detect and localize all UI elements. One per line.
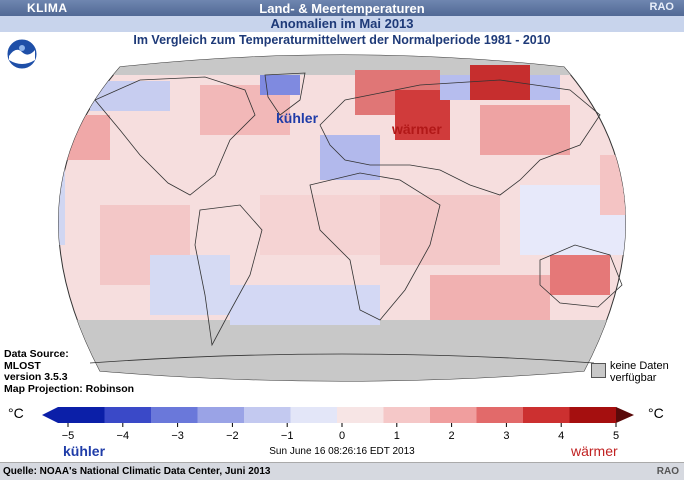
colorbar: −5 −4 −3 −2 −1 0 1 2 3 4 5 bbox=[40, 405, 640, 455]
south-america-outline bbox=[194, 204, 263, 347]
no-data-label: keine Daten verfügbar bbox=[610, 360, 669, 384]
colorbar-arrow-left bbox=[42, 407, 58, 423]
colorbar-segment bbox=[430, 407, 477, 423]
colorbar-tick-label: 0 bbox=[339, 430, 345, 442]
info-line: MLOST bbox=[4, 359, 41, 372]
australia-outline bbox=[539, 244, 623, 308]
colorbar-tick-label: −4 bbox=[117, 430, 130, 442]
colorbar-tick-label: 5 bbox=[613, 430, 619, 442]
colorbar-segment bbox=[383, 407, 431, 423]
colorbar-segment bbox=[523, 407, 570, 423]
info-line: Map Projection: Robinson bbox=[4, 382, 135, 395]
footer-rao: RAO bbox=[656, 466, 679, 477]
greenland-outline bbox=[264, 72, 306, 116]
top-bar: KLIMA Land- & Meertemperaturen RAO bbox=[0, 0, 684, 17]
colorbar-segment bbox=[104, 407, 152, 423]
colorbar-tick-label: 4 bbox=[558, 430, 564, 442]
comparison-caption: Im Vergleich zum Temperaturmittelwert de… bbox=[133, 33, 551, 47]
colorbar-segment bbox=[337, 407, 384, 423]
antarctica-outline bbox=[89, 353, 595, 364]
colorbar-tick-label: −3 bbox=[171, 430, 184, 442]
colorbar-tick-label: −1 bbox=[281, 430, 294, 442]
colorbar-tick-label: 2 bbox=[449, 430, 455, 442]
colorbar-tick-label: 3 bbox=[503, 430, 509, 442]
colorbar-segment bbox=[151, 407, 198, 423]
unit-right: °C bbox=[648, 405, 664, 421]
timestamp: Sun June 16 08:26:16 EDT 2013 bbox=[269, 446, 415, 457]
map-label-warmer: wärmer bbox=[392, 121, 442, 137]
colorbar-segment bbox=[58, 407, 105, 423]
unit-left: °C bbox=[8, 405, 24, 421]
eurasia-outline bbox=[319, 79, 601, 196]
rao-logo-text: RAO bbox=[649, 1, 674, 13]
colorbar-tick-label: −5 bbox=[62, 430, 75, 442]
info-line: Data Source: bbox=[4, 348, 69, 360]
colorbar-segment bbox=[290, 407, 338, 423]
no-data-swatch bbox=[591, 363, 606, 378]
colorbar-tick-label: 1 bbox=[394, 430, 400, 442]
north-america-outline bbox=[94, 76, 256, 196]
colorbar-warmer: wärmer bbox=[571, 443, 618, 459]
noaa-logo bbox=[6, 38, 38, 70]
data-source-info: Data Source: MLOST version 3.5.3 Map Pro… bbox=[4, 348, 135, 395]
brand-label: KLIMA bbox=[27, 1, 68, 15]
antarctic-nodata bbox=[58, 320, 626, 381]
colorbar-arrow-right bbox=[616, 407, 634, 423]
source-credit: Quelle: NOAA's National Climatic Data Ce… bbox=[3, 466, 271, 477]
colorbar-segment bbox=[197, 407, 245, 423]
colorbar-segment bbox=[244, 407, 291, 423]
footer: Quelle: NOAA's National Climatic Data Ce… bbox=[0, 462, 684, 480]
map-label-cooler: kühler bbox=[276, 110, 319, 126]
info-line: version 3.5.3 bbox=[4, 371, 68, 383]
colorbar-tick-label: −2 bbox=[226, 430, 239, 442]
arctic-nodata bbox=[58, 55, 626, 75]
colorbar-segment bbox=[569, 407, 617, 423]
colorbar-cooler: kühler bbox=[63, 443, 106, 459]
africa-outline bbox=[309, 172, 441, 321]
anomaly-map bbox=[0, 45, 684, 400]
map-subtitle: Anomalien im Mai 2013 bbox=[0, 16, 684, 32]
colorbar-segment bbox=[476, 407, 524, 423]
map-title: Land- & Meertemperaturen bbox=[259, 1, 425, 16]
